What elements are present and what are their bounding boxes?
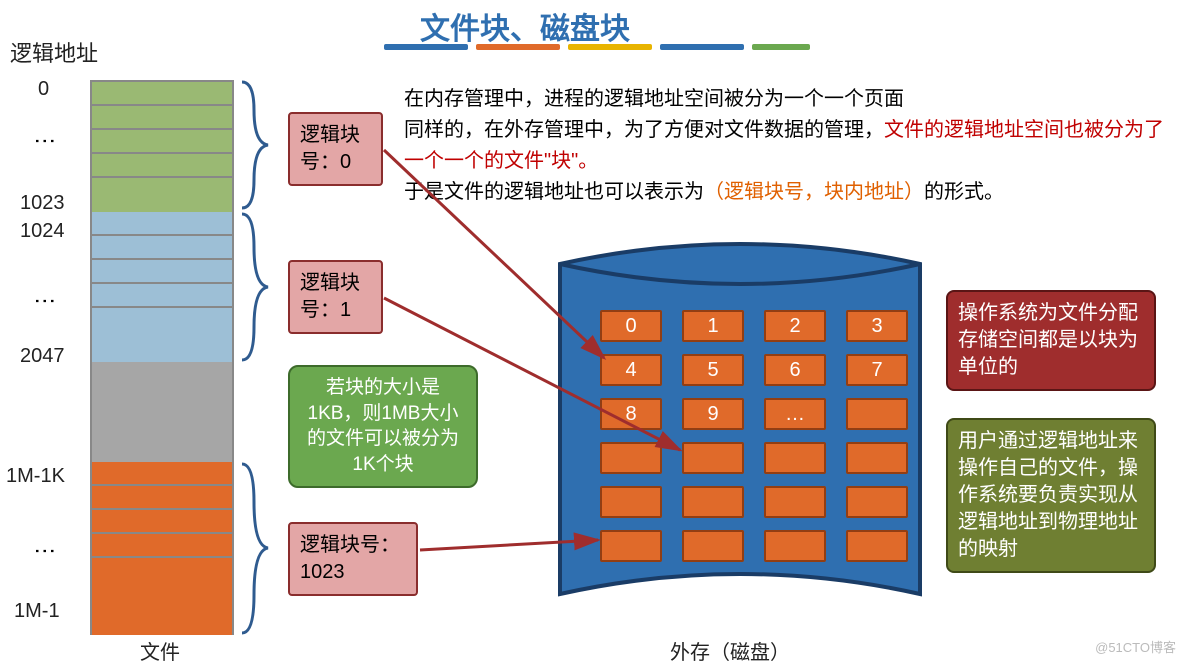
brace-0 — [236, 80, 276, 210]
brace-1 — [236, 212, 276, 362]
title-underline — [384, 44, 810, 50]
disk-block-21 — [682, 530, 744, 562]
disk-block-0: 0 — [600, 310, 662, 342]
disk-block-22 — [764, 530, 826, 562]
brace-2 — [236, 462, 276, 635]
bar-3 — [568, 44, 652, 50]
addr-2047: 2047 — [20, 345, 65, 368]
disk-block-4: 4 — [600, 354, 662, 386]
para-l2a: 同样的，在外存管理中，为了方便对文件数据的管理， — [404, 119, 884, 141]
watermark: @51CTO博客 — [1095, 637, 1176, 656]
disk-block-13 — [682, 442, 744, 474]
para-l1: 在内存管理中，进程的逻辑地址空间被分为一个一个页面 — [404, 88, 904, 110]
right-note-1: 操作系统为文件分配存储空间都是以块为单位的 — [946, 290, 1156, 391]
block-label-0: 逻辑块号：0 — [288, 112, 383, 186]
disk-block-2: 2 — [764, 310, 826, 342]
paragraph: 在内存管理中，进程的逻辑地址空间被分为一个一个页面 同样的，在外存管理中，为了方… — [404, 84, 1164, 208]
seg-1 — [92, 212, 232, 362]
bar-4 — [660, 44, 744, 50]
block-label-1: 逻辑块号：1 — [288, 260, 383, 334]
addr-1m1: 1M-1 — [14, 600, 60, 623]
disk-block-23 — [846, 530, 908, 562]
right-note-2: 用户通过逻辑地址来操作自己的文件，操作系统要负责实现从逻辑地址到物理地址的映射 — [946, 418, 1156, 573]
disk-block-1: 1 — [682, 310, 744, 342]
seg-0 — [92, 82, 232, 212]
disk-block-5: 5 — [682, 354, 744, 386]
disk-block-3: 3 — [846, 310, 908, 342]
bar-2 — [476, 44, 560, 50]
disk-block-17 — [682, 486, 744, 518]
disk-block-8: 8 — [600, 398, 662, 430]
addr-1024: 1024 — [20, 220, 65, 243]
seg-gap — [92, 362, 232, 462]
disk-block-7: 7 — [846, 354, 908, 386]
disk-block-18 — [764, 486, 826, 518]
disk-block-20 — [600, 530, 662, 562]
disk-block-19 — [846, 486, 908, 518]
disk-label: 外存（磁盘） — [670, 636, 790, 665]
disk-block-16 — [600, 486, 662, 518]
seg-last — [92, 462, 232, 635]
green-note: 若块的大小是1KB，则1MB大小的文件可以被分为1K个块 — [288, 365, 478, 488]
dots-2: ⋮ — [40, 290, 51, 312]
disk-block-6: 6 — [764, 354, 826, 386]
disk-block-10: … — [764, 398, 826, 430]
page-title: 文件块、磁盘块 — [420, 4, 630, 48]
addr-1023: 1023 — [20, 192, 65, 215]
disk-grid: 0123 4567 89 … — [600, 310, 908, 562]
dots-1: ⋮ — [40, 130, 51, 152]
disk-block-9: 9 — [682, 398, 744, 430]
bar-5 — [752, 44, 810, 50]
para-l3b: （逻辑块号，块内地址） — [704, 181, 924, 203]
file-label: 文件 — [140, 636, 180, 665]
file-column — [90, 80, 234, 635]
para-l3a: 于是文件的逻辑地址也可以表示为 — [404, 181, 704, 203]
dots-3: ⋮ — [40, 540, 51, 562]
disk-block-12 — [600, 442, 662, 474]
block-label-1023: 逻辑块号：1023 — [288, 522, 418, 596]
disk-block-14 — [764, 442, 826, 474]
bar-1 — [384, 44, 468, 50]
para-l3c: 的形式。 — [924, 181, 1004, 203]
left-header: 逻辑地址 — [10, 36, 98, 68]
addr-0: 0 — [38, 78, 49, 101]
disk-block-15 — [846, 442, 908, 474]
disk-block-11 — [846, 398, 908, 430]
addr-1m1k: 1M-1K — [6, 465, 65, 488]
